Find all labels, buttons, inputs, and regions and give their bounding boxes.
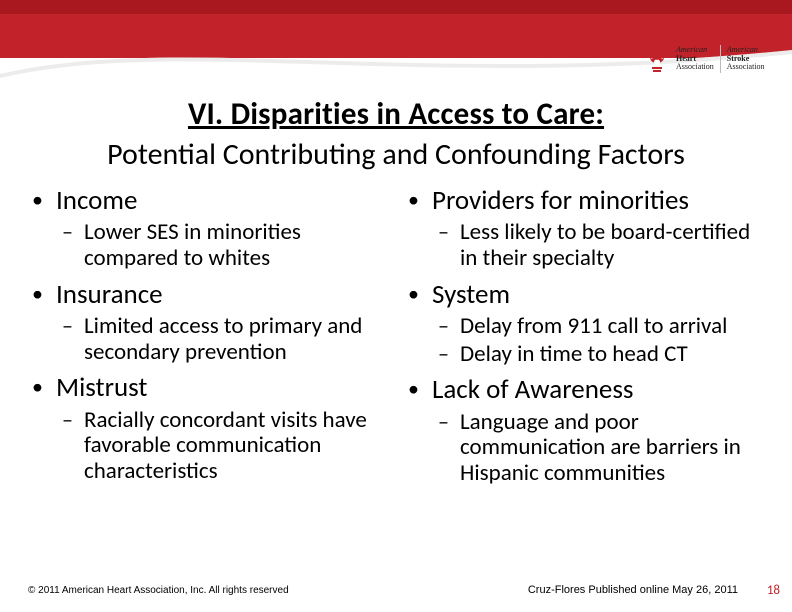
- logo-asa-line3: Association: [727, 63, 765, 71]
- sub-label: Racially concordant visits have favorabl…: [84, 406, 367, 486]
- footer-citation: Cruz-Flores Published online May 26, 201…: [528, 584, 738, 596]
- page-number: 18: [767, 583, 780, 598]
- sub-item: Delay in time to head CT: [432, 342, 768, 368]
- list-item: Income Lower SES in minorities compared …: [28, 186, 392, 272]
- bullet-label: Insurance: [56, 278, 163, 311]
- heart-torch-icon: [644, 44, 670, 74]
- bullet-label: Providers for minorities: [432, 184, 689, 217]
- list-item: Insurance Limited access to primary and …: [28, 280, 392, 366]
- bullet-label: Mistrust: [56, 371, 147, 404]
- sub-item: Delay from 911 call to arrival: [432, 314, 768, 340]
- sub-item: Racially concordant visits have favorabl…: [56, 408, 392, 485]
- content-area: Income Lower SES in minorities compared …: [28, 178, 768, 491]
- bullet-label: System: [432, 278, 510, 311]
- sub-item: Limited access to primary and secondary …: [56, 314, 392, 366]
- logo-divider: [720, 45, 721, 73]
- bullet-label: Lack of Awareness: [432, 373, 633, 406]
- sub-label: Less likely to be board-certified in the…: [460, 218, 750, 272]
- slide-subtitle: Potential Contributing and Confounding F…: [0, 136, 792, 173]
- right-column: Providers for minorities Less likely to …: [404, 178, 768, 491]
- sub-label: Delay in time to head CT: [460, 340, 688, 368]
- slide-title: VI. Disparities in Access to Care:: [0, 95, 792, 133]
- sub-label: Delay from 911 call to arrival: [460, 312, 727, 340]
- logo-text-aha: American Heart Association: [676, 46, 714, 71]
- list-item: Providers for minorities Less likely to …: [404, 186, 768, 272]
- sub-item: Language and poor communication are barr…: [432, 410, 768, 487]
- list-item: Lack of Awareness Language and poor comm…: [404, 375, 768, 486]
- sub-item: Lower SES in minorities compared to whit…: [56, 220, 392, 272]
- sub-label: Language and poor communication are barr…: [460, 408, 741, 488]
- list-item: Mistrust Racially concordant visits have…: [28, 373, 392, 484]
- footer-copyright: © 2011 American Heart Association, Inc. …: [28, 585, 289, 596]
- list-item: System Delay from 911 call to arrival De…: [404, 280, 768, 368]
- left-column: Income Lower SES in minorities compared …: [28, 178, 392, 491]
- bullet-label: Income: [56, 184, 137, 217]
- sub-item: Less likely to be board-certified in the…: [432, 220, 768, 272]
- logo-aha-line3: Association: [676, 63, 714, 71]
- logo-text-asa: American Stroke Association: [727, 46, 765, 71]
- sub-label: Limited access to primary and secondary …: [84, 312, 362, 366]
- aha-asa-logo: American Heart Association American Stro…: [644, 38, 774, 80]
- sub-label: Lower SES in minorities compared to whit…: [84, 218, 301, 272]
